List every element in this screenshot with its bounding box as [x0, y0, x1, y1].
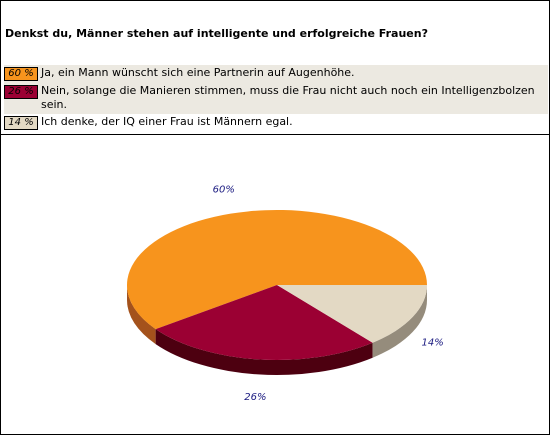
answer-percent-badge: 60 % — [4, 67, 38, 81]
pie-slice-side-2 — [372, 285, 427, 358]
pie-label-2: 14% — [421, 337, 443, 348]
answer-row-no: 26 % Nein, solange die Manieren stimmen,… — [4, 83, 548, 114]
answer-row-yes: 60 % Ja, ein Mann wünscht sich eine Part… — [4, 65, 548, 83]
answer-text: Ich denke, der IQ einer Frau ist Männern… — [41, 115, 293, 128]
pie-slice-side-0 — [127, 285, 156, 345]
answer-row-indifferent: 14 % Ich denke, der IQ einer Frau ist Mä… — [4, 114, 548, 132]
answer-text: Ja, ein Mann wünscht sich eine Partnerin… — [41, 66, 355, 79]
pie-slice-2 — [277, 285, 427, 343]
pie-slice-0 — [127, 210, 428, 330]
pie-slice-1 — [155, 285, 373, 360]
pie-slice-side-1 — [155, 329, 373, 375]
pie-label-1: 26% — [244, 392, 266, 403]
separator-line — [1, 134, 549, 135]
answer-percent-badge: 26 % — [4, 85, 38, 99]
answer-percent-badge: 14 % — [4, 116, 38, 130]
pie-label-0: 60% — [213, 185, 235, 196]
pie-chart: 60% 26% 14% — [127, 185, 444, 403]
answer-list: 60 % Ja, ein Mann wünscht sich eine Part… — [4, 65, 548, 132]
poll-question: Denkst du, Männer stehen auf intelligent… — [5, 27, 428, 40]
answer-text: Nein, solange die Manieren stimmen, muss… — [41, 84, 535, 111]
